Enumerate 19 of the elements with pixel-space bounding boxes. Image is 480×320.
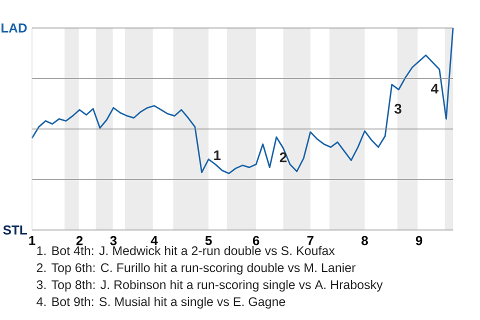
x-tick-label: 9	[416, 236, 422, 246]
text: LAD	[2, 24, 27, 32]
text: 1. Bot 4th: J. Medwick hit a 2-run double vs S. Koufax	[37, 246, 335, 256]
text: STL	[3, 225, 27, 235]
x-tick-label: 3	[110, 236, 117, 246]
x-tick-label: 4	[150, 236, 158, 245]
x-tick-label: 8	[362, 236, 368, 246]
text: 4. Bot 9th: S. Musial hit a single vs E. Gagne	[36, 296, 286, 309]
annotation: 4	[430, 84, 438, 94]
annotation: 3	[394, 104, 402, 114]
x-tick-label: 5	[205, 236, 212, 246]
text: 2. Top 6th: C. Furillo hit a run-scoring double vs M. Lanier	[36, 262, 356, 275]
annotation: 2	[280, 152, 287, 162]
x-tick-label: 1	[29, 236, 36, 245]
annotation: 1	[214, 150, 221, 160]
x-tick-label: 7	[307, 236, 314, 245]
x-tick-label: 6	[252, 236, 260, 246]
text: 3. Top 8th: J. Robinson hit a run-scoring single vs A. Hrabosky	[36, 280, 383, 292]
x-tick-label: 2	[76, 236, 83, 246]
